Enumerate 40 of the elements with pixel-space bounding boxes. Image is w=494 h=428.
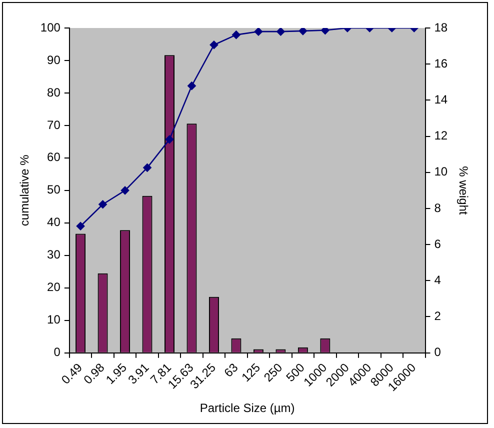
point — [321, 28, 330, 34]
x-tick-label: 125 — [238, 360, 264, 385]
point — [298, 28, 308, 36]
y2-tick-label: 0 — [434, 345, 442, 360]
x-tick-label: 3.91 — [125, 360, 152, 387]
point — [210, 40, 218, 50]
y-tick-label: 30 — [47, 248, 61, 262]
y2-tick-label: 14 — [434, 92, 448, 106]
y2-tick-label: 2 — [434, 309, 442, 324]
y-axis-title: cumulative % — [18, 154, 32, 226]
point — [76, 222, 85, 230]
y2-tick-label: 8 — [434, 200, 442, 215]
x-tick-label: 63 — [221, 360, 241, 380]
y-tick-label: 100 — [40, 20, 61, 34]
point — [254, 28, 263, 36]
y-tick-label: 60 — [47, 150, 61, 164]
point — [276, 28, 285, 36]
point — [120, 186, 130, 195]
y2-axis-title: % weight — [456, 166, 470, 216]
y2-tick-label: 12 — [434, 128, 448, 143]
point — [232, 30, 240, 39]
y-tick-label: 70 — [47, 118, 61, 132]
y-tick-label: 80 — [47, 85, 61, 100]
point — [143, 164, 152, 172]
y2-tick-label: 4 — [434, 272, 442, 287]
y-tick-label: 90 — [47, 52, 61, 67]
x-tick-label: 250 — [261, 360, 286, 385]
point — [165, 135, 174, 144]
point — [98, 200, 107, 209]
y2-tick-label: 16 — [434, 56, 448, 70]
point — [188, 82, 196, 90]
y2-tick-label: 6 — [434, 236, 442, 251]
y-tick-label: 20 — [47, 280, 61, 294]
y-tick-label: 40 — [47, 215, 61, 230]
y2-tick-label: 10 — [434, 164, 448, 179]
y-tick-label: 0 — [54, 345, 61, 360]
x-axis-title: Particle Size (µm) — [200, 401, 295, 416]
y2-tick-label: 18 — [434, 20, 448, 34]
y-tick-label: 10 — [47, 312, 61, 327]
y-tick-label: 50 — [47, 182, 61, 197]
